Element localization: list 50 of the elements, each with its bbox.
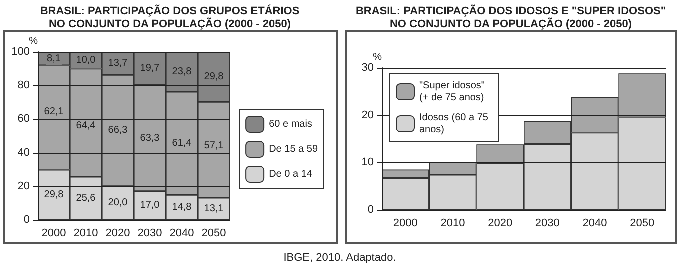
data-label: 66,3: [108, 125, 128, 136]
data-label: 17,0: [140, 200, 160, 212]
data-label: 63,3: [140, 132, 160, 144]
y-tick-label: 20: [362, 109, 374, 122]
x-tick-label: 2020: [488, 218, 513, 230]
legend-label: De 15 a 59: [269, 144, 318, 155]
data-label: 13,1: [204, 203, 224, 214]
data-label: 23,8: [172, 66, 192, 78]
x-tick-label: 2030: [138, 228, 162, 240]
chart-title: BRASIL: PARTICIPAÇÃO DOS IDOSOS E "SUPER IDOSOS" NO CONJUNTO DA POPULAÇÃO (2000 - 2050): [356, 4, 666, 30]
legend-label: Idosos (60 a 75 anos): [420, 112, 492, 136]
y-axis-title: %: [29, 36, 38, 48]
legend-label: 60 e mais: [269, 119, 312, 130]
text: IBGE, 2010. Adaptado.: [282, 252, 398, 264]
y-tick-label: 20: [18, 180, 30, 192]
data-label: 62,1: [44, 106, 64, 118]
data-label: 61,4: [172, 138, 192, 150]
x-tick-label: 2000: [42, 228, 66, 240]
data-label: 64,4: [76, 120, 96, 132]
data-label: 20,0: [108, 198, 128, 209]
x-tick-label: 2050: [202, 228, 226, 240]
x-tick-label: 2040: [170, 228, 194, 240]
x-tick-label: 2010: [74, 228, 98, 240]
y-tick-label: 60: [18, 113, 30, 126]
legend-label: De 0 a 14: [269, 169, 313, 180]
x-tick-label: 2020: [106, 228, 130, 240]
y-tick-label: 0: [368, 204, 374, 216]
y-tick-label: 100: [12, 46, 30, 58]
data-label: 10,0: [76, 54, 96, 66]
data-label: 25,6: [76, 192, 96, 204]
data-label: 14,8: [172, 202, 192, 214]
x-tick-label: 2000: [393, 218, 418, 230]
x-tick-label: 2030: [535, 218, 560, 230]
data-label: 13,7: [108, 58, 128, 70]
data-label: 8,1: [47, 54, 62, 64]
chart-title: BRASIL: PARTICIPAÇÃO DOS GRUPOS ETÁRIOS NO CONJUNTO DA POPULAÇÃO (2000 - 2050): [40, 4, 300, 30]
data-label: 19,7: [140, 63, 160, 74]
y-tick-label: 80: [18, 80, 30, 92]
data-label: 57,1: [204, 140, 224, 152]
y-tick-label: 30: [362, 62, 374, 74]
y-tick-label: 10: [362, 156, 374, 169]
y-tick-label: 40: [18, 146, 30, 159]
y-tick-label: 0: [24, 214, 30, 226]
data-label: 29,8: [44, 189, 64, 200]
y-axis-title: %: [373, 52, 382, 64]
x-tick-label: 2050: [630, 218, 655, 230]
legend-label: "Super idosos" (+ de 75 anos): [420, 80, 488, 104]
data-label: 29,8: [204, 72, 224, 83]
x-tick-label: 2040: [582, 218, 608, 230]
x-tick-label: 2010: [440, 218, 466, 230]
